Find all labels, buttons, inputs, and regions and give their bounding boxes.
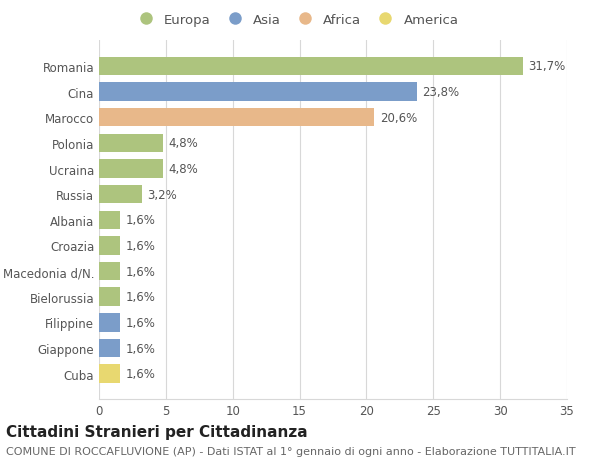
Text: 1,6%: 1,6% [126,214,155,227]
Text: 1,6%: 1,6% [126,316,155,329]
Bar [99,83,417,101]
Bar [99,57,523,76]
Text: 20,6%: 20,6% [380,112,417,124]
Bar [99,237,121,255]
Bar [99,364,121,383]
Bar [99,134,163,153]
Bar [99,185,142,204]
Text: 1,6%: 1,6% [126,265,155,278]
Text: 4,8%: 4,8% [169,162,198,176]
Text: COMUNE DI ROCCAFLUVIONE (AP) - Dati ISTAT al 1° gennaio di ogni anno - Elaborazi: COMUNE DI ROCCAFLUVIONE (AP) - Dati ISTA… [6,446,575,456]
Bar [99,339,121,358]
Legend: Europa, Asia, Africa, America: Europa, Asia, Africa, America [133,14,458,27]
Bar [99,288,121,306]
Text: 4,8%: 4,8% [169,137,198,150]
Text: 31,7%: 31,7% [528,60,565,73]
Bar [99,109,374,127]
Text: 23,8%: 23,8% [422,86,460,99]
Bar [99,262,121,281]
Text: Cittadini Stranieri per Cittadinanza: Cittadini Stranieri per Cittadinanza [6,425,308,440]
Text: 1,6%: 1,6% [126,240,155,252]
Bar [99,211,121,230]
Text: 3,2%: 3,2% [147,188,177,201]
Text: 1,6%: 1,6% [126,342,155,355]
Bar [99,160,163,179]
Text: 1,6%: 1,6% [126,291,155,303]
Text: 1,6%: 1,6% [126,367,155,381]
Bar [99,313,121,332]
